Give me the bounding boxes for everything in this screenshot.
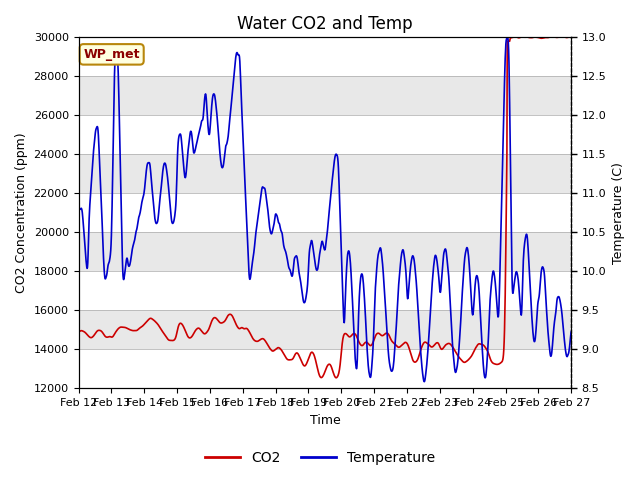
Y-axis label: CO2 Concentration (ppm): CO2 Concentration (ppm) bbox=[15, 132, 28, 293]
Bar bbox=[79, 271, 572, 311]
Bar bbox=[79, 193, 572, 232]
Title: Water CO2 and Temp: Water CO2 and Temp bbox=[237, 15, 413, 33]
Bar bbox=[79, 37, 572, 76]
Text: WP_met: WP_met bbox=[83, 48, 140, 61]
Bar bbox=[79, 115, 572, 155]
X-axis label: Time: Time bbox=[310, 414, 340, 427]
Bar bbox=[79, 349, 572, 388]
Y-axis label: Temperature (C): Temperature (C) bbox=[612, 162, 625, 264]
Legend: CO2, Temperature: CO2, Temperature bbox=[200, 445, 440, 471]
